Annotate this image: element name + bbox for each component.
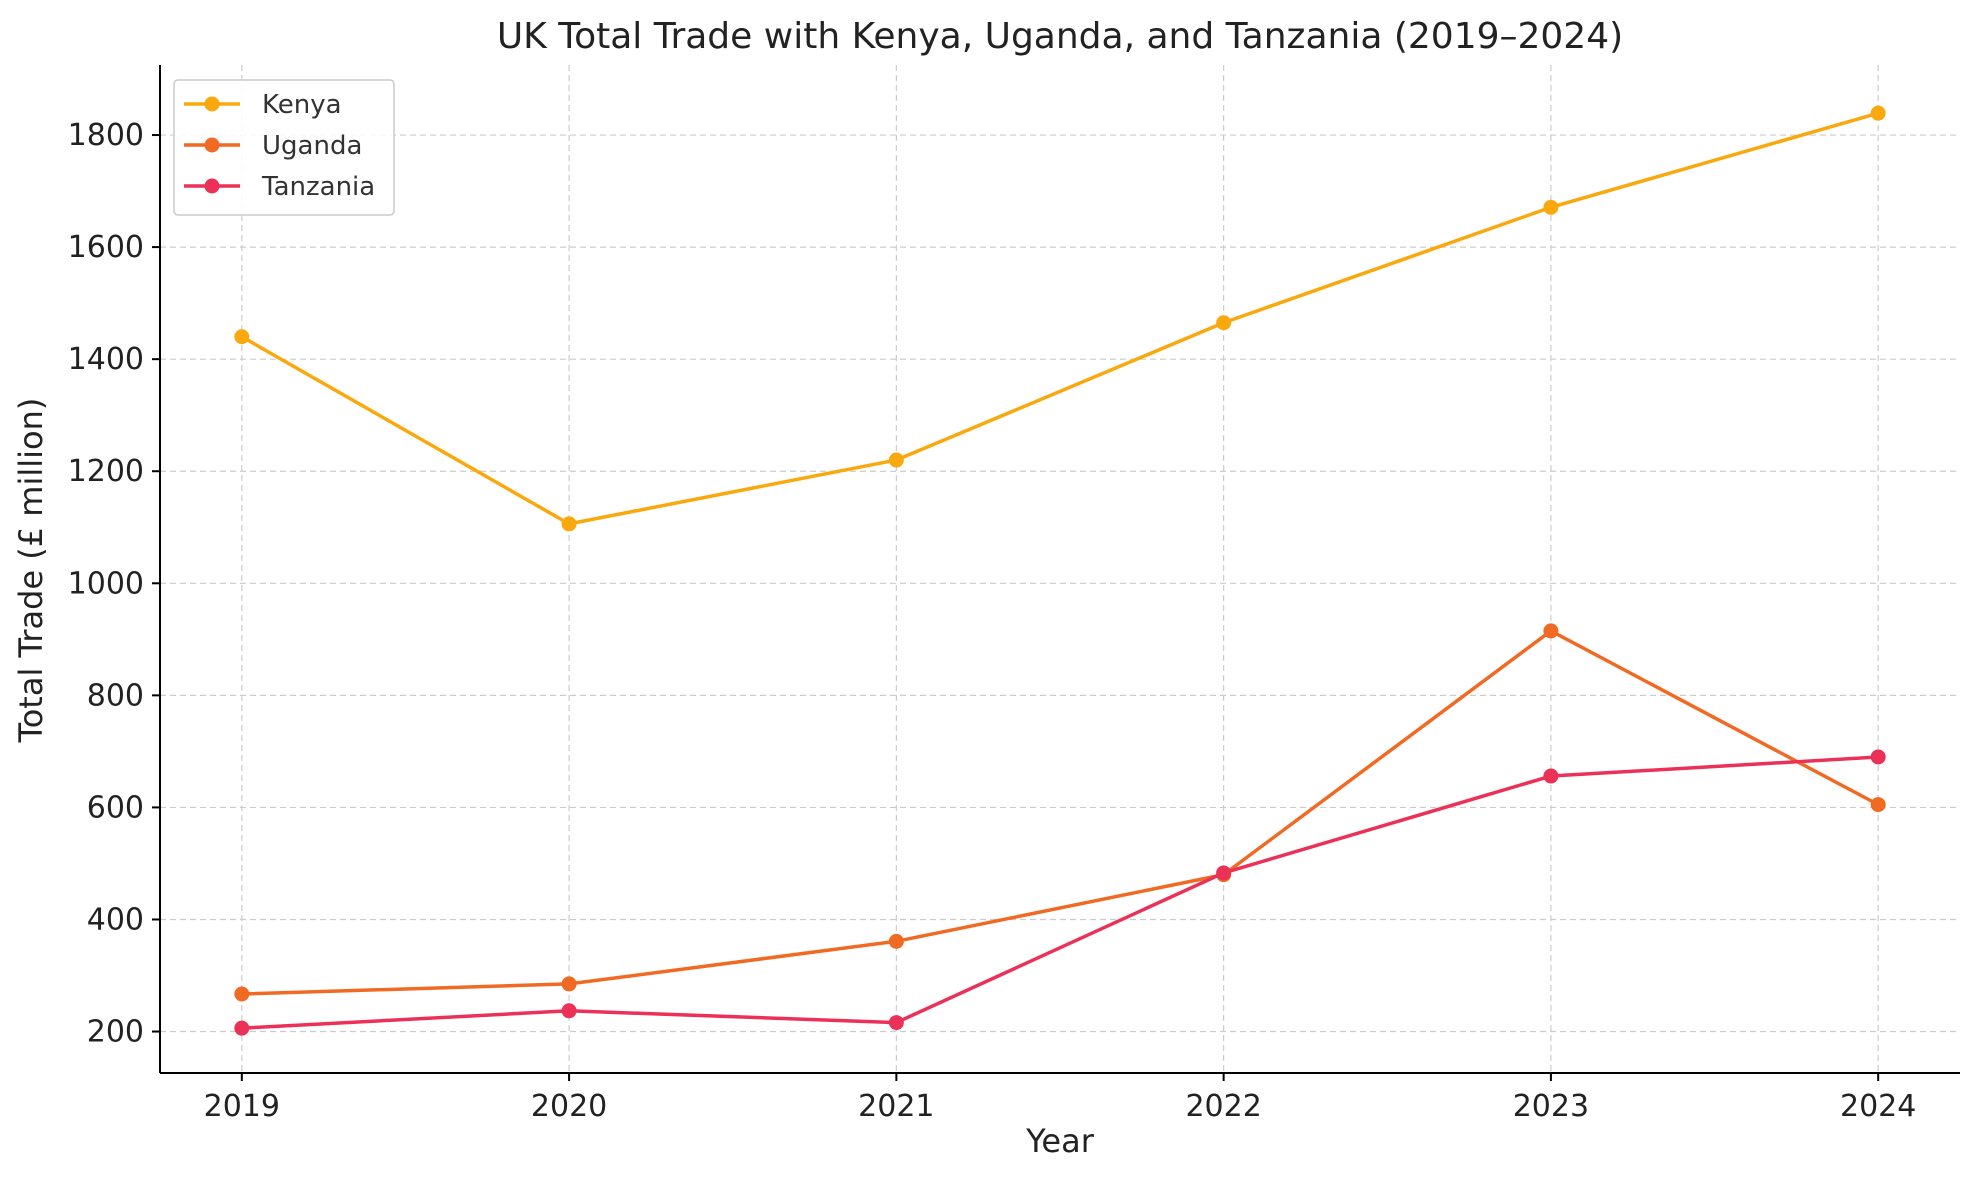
y-axis-ticks: 200 400 600 800 1000 1200 1400 1600 1800	[68, 118, 160, 1050]
series-group	[234, 105, 1886, 1036]
y-tick-label: 1400	[68, 342, 144, 377]
data-point-kenya	[1543, 199, 1559, 215]
legend-label: Uganda	[262, 131, 362, 161]
data-point-uganda	[888, 933, 904, 949]
x-tick-label: 2020	[531, 1089, 607, 1124]
y-tick-label: 600	[87, 790, 144, 825]
x-tick-label: 2022	[1185, 1089, 1261, 1124]
legend-item-uganda: Uganda	[184, 131, 362, 161]
y-axis-label: Total Trade (£ million)	[12, 398, 50, 744]
legend-swatch-marker	[204, 178, 220, 194]
data-point-tanzania	[1543, 768, 1559, 784]
y-tick-label: 200	[87, 1015, 144, 1050]
x-tick-label: 2024	[1840, 1089, 1916, 1124]
legend-label: Kenya	[262, 90, 342, 120]
legend: Kenya Uganda Tanzania	[173, 79, 395, 216]
legend-items: Kenya Uganda Tanzania	[184, 90, 375, 202]
data-point-tanzania	[234, 1020, 250, 1036]
data-point-kenya	[561, 516, 577, 532]
legend-item-kenya: Kenya	[184, 90, 342, 120]
data-point-uganda	[1870, 797, 1886, 813]
data-point-kenya	[1870, 105, 1886, 121]
x-tick-label: 2021	[858, 1089, 934, 1124]
data-point-kenya	[234, 329, 250, 345]
x-axis-ticks: 2019 2020 2021 2022 2023 2024	[204, 1073, 1916, 1124]
data-point-tanzania	[888, 1015, 904, 1031]
series-kenya	[234, 105, 1886, 532]
y-tick-label: 400	[87, 902, 144, 937]
y-tick-label: 1200	[68, 454, 144, 489]
legend-item-tanzania: Tanzania	[184, 172, 375, 202]
legend-swatch-marker	[204, 137, 220, 153]
grid-lines	[160, 65, 1960, 1073]
legend-swatch-marker	[204, 96, 220, 112]
y-tick-label: 1800	[68, 118, 144, 153]
x-tick-label: 2023	[1513, 1089, 1589, 1124]
data-point-uganda	[234, 986, 250, 1002]
x-axis-label: Year	[1025, 1122, 1095, 1160]
legend-label: Tanzania	[261, 172, 375, 202]
y-tick-label: 800	[87, 678, 144, 713]
data-point-tanzania	[1216, 865, 1232, 881]
data-point-kenya	[1216, 315, 1232, 331]
data-point-tanzania	[1870, 749, 1886, 765]
y-tick-label: 1000	[68, 566, 144, 601]
x-tick-label: 2019	[204, 1089, 280, 1124]
series-tanzania	[234, 749, 1886, 1036]
axes	[159, 65, 1960, 1074]
series-line-kenya	[240, 111, 1879, 526]
data-point-uganda	[1543, 623, 1559, 639]
data-point-tanzania	[561, 1003, 577, 1019]
data-point-uganda	[561, 976, 577, 992]
series-line-uganda	[241, 629, 1880, 996]
series-line-tanzania	[241, 755, 1879, 1030]
chart-title: UK Total Trade with Kenya, Uganda, and T…	[497, 16, 1623, 57]
data-point-kenya	[888, 452, 904, 468]
legend-box	[173, 79, 395, 216]
y-tick-label: 1600	[68, 230, 144, 265]
